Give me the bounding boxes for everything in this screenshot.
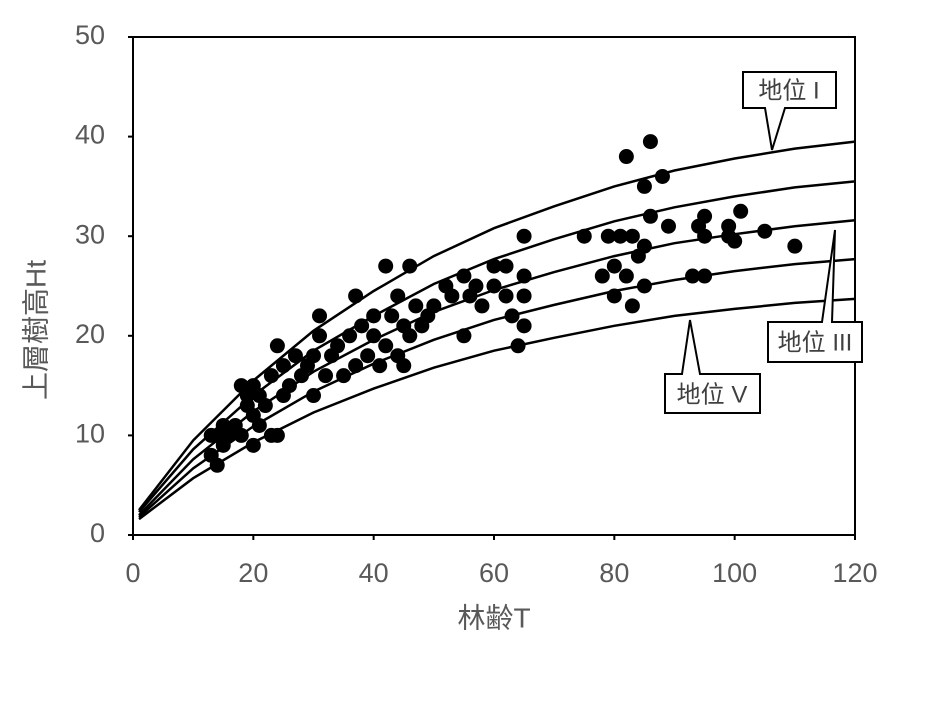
data-point [396,358,412,374]
data-point [269,338,285,354]
data-point [378,338,394,354]
data-point [636,178,652,194]
data-point [733,203,749,219]
data-point [342,328,358,344]
y-axis-title: 上層樹高Ht [20,260,51,400]
data-point [504,308,520,324]
y-tick-label: 20 [75,319,105,349]
callout-box [664,319,761,414]
data-point [685,268,701,284]
data-point [516,288,532,304]
data-point [402,258,418,274]
data-point [245,437,261,453]
y-tick-label: 10 [75,419,105,449]
data-point [372,358,388,374]
data-point [721,218,737,234]
data-point [624,298,640,314]
data-point [697,268,713,284]
data-point [486,278,502,294]
data-point [594,268,610,284]
data-point [510,338,526,354]
data-point [642,208,658,224]
y-tick-label: 0 [90,518,105,548]
data-point [636,278,652,294]
data-point [366,328,382,344]
data-point [516,268,532,284]
callout-label: 地位 V [677,381,748,408]
data-point [727,233,743,249]
callout-box [767,229,863,363]
data-point [366,308,382,324]
y-tick-label: 30 [75,219,105,249]
data-point [233,427,249,443]
x-tick-label: 40 [359,558,389,588]
marks [138,134,856,521]
x-tick-label: 20 [238,558,268,588]
data-point [787,238,803,254]
data-point [757,223,773,239]
data-point [498,288,514,304]
data-point [516,228,532,244]
x-tick-label: 100 [712,558,757,588]
callout-box [742,71,837,151]
data-point [378,258,394,274]
data-point [402,328,418,344]
data-point [612,228,628,244]
data-point [697,208,713,224]
data-point [354,318,370,334]
data-point [606,258,622,274]
y-tick-label: 50 [75,20,105,50]
data-point [486,258,502,274]
data-point [306,348,321,364]
callout-label: 地位 III [778,329,853,356]
data-point [618,149,634,165]
data-point [474,298,490,314]
data-point [360,348,376,364]
data-point [287,348,303,364]
x-tick-label: 60 [479,558,509,588]
data-point [618,268,634,284]
data-point [468,278,484,294]
data-point [642,134,658,150]
data-point [660,218,676,234]
data-point [654,168,670,184]
data-point [312,328,328,344]
data-point [348,358,364,374]
data-point [456,328,472,344]
data-point [498,258,514,274]
data-point [275,358,291,374]
data-point [408,298,424,314]
x-tick-label: 120 [832,558,877,588]
data-point [384,308,400,324]
data-point [390,288,406,304]
data-point [251,417,267,433]
data-point [444,288,460,304]
data-point [312,308,328,324]
data-point [576,228,592,244]
data-point [209,457,225,473]
data-point [624,228,640,244]
x-tick-label: 0 [125,558,140,588]
data-point [600,228,616,244]
data-point [456,268,472,284]
data-point [516,318,532,334]
data-point [281,378,297,394]
x-tick-label: 80 [599,558,629,588]
data-point [426,298,442,314]
x-axis-title: 林齢T [457,602,530,633]
data-point [306,388,321,404]
data-point [348,288,364,304]
data-point [269,427,285,443]
data-point [336,368,352,384]
data-point [636,238,652,254]
data-point [263,368,279,384]
y-tick-label: 40 [75,120,105,150]
data-point [257,398,273,414]
data-point [318,368,334,384]
data-point [330,338,346,354]
data-point [606,288,622,304]
data-point [697,228,713,244]
callout-label: 地位 I [758,77,819,104]
